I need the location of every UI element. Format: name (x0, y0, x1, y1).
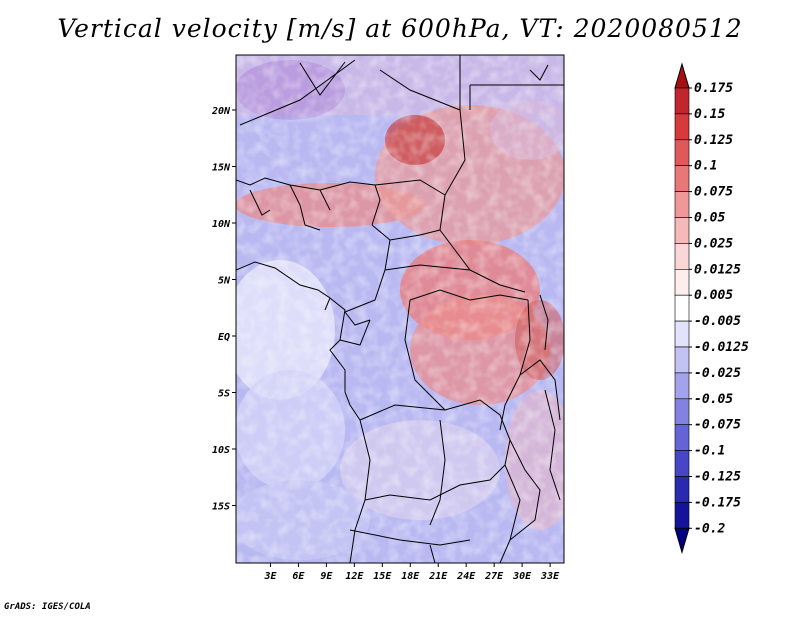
lat-tick-label: 5S (218, 389, 230, 400)
colorbar-label: -0.075 (694, 418, 741, 433)
lat-tick-label: 10S (212, 445, 230, 456)
colorbar-label: -0.1 (694, 444, 725, 459)
colorbar-segment (674, 113, 690, 141)
colorbar-label: -0.0125 (694, 340, 749, 355)
lon-tick-label: 15E (373, 571, 392, 582)
colorbar-segment (674, 372, 690, 400)
chart-title: Vertical velocity [m/s] at 600hPa, VT: 2… (57, 14, 743, 43)
colorbar-label: -0.2 (694, 521, 725, 536)
colorbar-segment (674, 268, 690, 296)
colorbar-segment (674, 243, 690, 270)
lon-tick-label: 24E (456, 571, 476, 582)
colorbar-segment (674, 450, 690, 477)
colorbar-segment (674, 191, 690, 218)
colorbar-label: -0.005 (694, 314, 741, 329)
lat-tick-label: EQ (218, 332, 230, 343)
lon-tick-label: 6E (292, 571, 305, 582)
lat-tick-label: 15S (212, 502, 230, 513)
lon-tick-label: 18E (401, 571, 420, 582)
colorbar-label: -0.025 (694, 366, 741, 381)
colorbar-segment (674, 294, 690, 322)
colorbar-segment (674, 424, 690, 451)
colorbar-label: 0.125 (694, 133, 733, 148)
colorbar-segment (674, 87, 690, 115)
lat-tick-label: 10N (212, 219, 231, 230)
colorbar-segment (674, 139, 690, 167)
colorbar-label: -0.125 (694, 470, 741, 485)
colorbar-top-arrow (674, 62, 690, 89)
colorbar: 0.175 0.15 0.125 0.1 0.075 0.05 0.025 0.0125 0.0… (674, 62, 749, 555)
lat-tick-label: 5N (218, 276, 231, 287)
colorbar-segment (674, 476, 690, 503)
lon-tick-label: 21E (428, 571, 448, 582)
colorbar-label: 0.005 (694, 288, 733, 303)
longitude-axis: 3E 6E 9E 12E 15E 18E 21E 24E 27E 30E 33E (263, 563, 560, 582)
lon-tick-label: 33E (540, 571, 560, 582)
colorbar-label: 0.0125 (694, 262, 741, 277)
colorbar-bottom-arrow (674, 527, 690, 555)
colorbar-label: 0.075 (694, 185, 733, 200)
colorbar-label: 0.025 (694, 236, 733, 251)
colorbar-label: 0.175 (694, 81, 733, 96)
velocity-field (236, 55, 564, 563)
colorbar-label: -0.05 (694, 392, 733, 407)
colorbar-segment (674, 398, 690, 425)
colorbar-segment (674, 346, 690, 374)
lon-tick-label: 27E (484, 571, 504, 582)
lon-tick-label: 9E (320, 571, 333, 582)
colorbar-segment (674, 502, 690, 529)
lon-tick-label: 3E (263, 571, 277, 582)
colorbar-label: 0.1 (694, 159, 717, 174)
colorbar-segment (674, 320, 690, 348)
footer-credit: GrADS: IGES/COLA (4, 602, 91, 612)
lat-tick-label: 20N (211, 106, 231, 117)
colorbar-segment (674, 217, 690, 244)
country-borders (236, 55, 564, 563)
lat-tick-label: 15N (212, 163, 231, 174)
lon-tick-label: 12E (345, 571, 364, 582)
colorbar-segment (674, 165, 690, 192)
latitude-axis: 20N 15N 10N 5N EQ 5S 10S 15S (211, 106, 236, 513)
map-frame (235, 54, 565, 564)
colorbar-label: 0.15 (694, 107, 725, 122)
colorbar-label: 0.05 (694, 211, 725, 226)
colorbar-label: -0.175 (694, 495, 741, 510)
lon-tick-label: 30E (512, 571, 532, 582)
